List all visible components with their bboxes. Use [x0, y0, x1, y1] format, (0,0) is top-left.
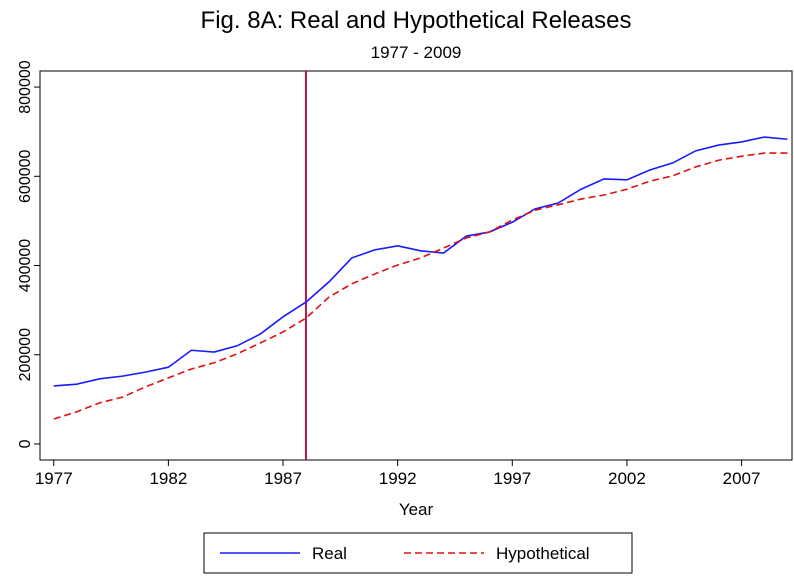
y-tick-label: 400000 — [17, 239, 34, 292]
x-tick-label: 1987 — [264, 469, 302, 488]
x-tick-label: 2007 — [723, 469, 761, 488]
y-tick-label: 200000 — [17, 328, 34, 381]
x-tick-label: 2002 — [608, 469, 646, 488]
x-axis-label: Year — [399, 500, 434, 519]
y-tick-label: 0 — [17, 439, 34, 448]
x-tick-label: 1977 — [35, 469, 73, 488]
x-tick-label: 1997 — [493, 469, 531, 488]
chart-subtitle: 1977 - 2009 — [371, 43, 462, 62]
series-line — [53, 152, 788, 420]
plot-area — [39, 70, 793, 461]
chart-title: Fig. 8A: Real and Hypothetical Releases — [201, 7, 632, 34]
y-tick-label: 600000 — [17, 149, 34, 202]
x-tick-label: 1992 — [379, 469, 417, 488]
legend-label: Real — [312, 544, 347, 563]
x-tick-label: 1982 — [149, 469, 187, 488]
legend-label: Hypothetical — [496, 544, 590, 563]
legend-box — [203, 532, 633, 574]
y-tick-label: 800000 — [17, 60, 34, 113]
series-line — [53, 136, 788, 387]
